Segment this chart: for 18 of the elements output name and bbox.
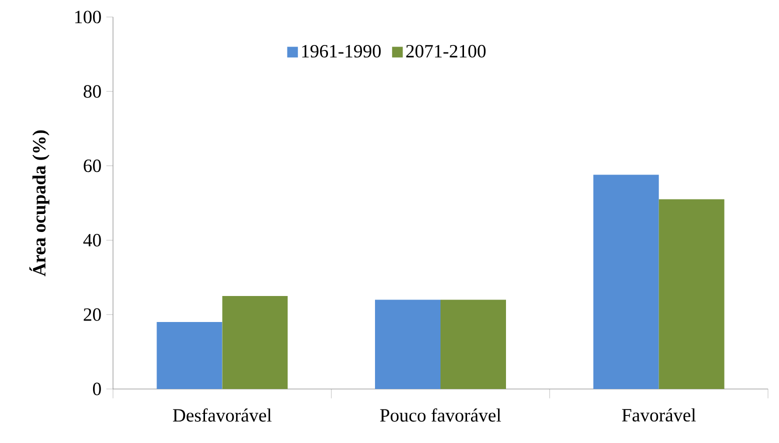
y-tick-label: 60 [84,159,101,172]
y-tick-label: 80 [84,85,101,98]
bar [440,300,506,389]
bar [222,296,288,389]
y-axis-title: Área ocupada (%) [29,130,50,276]
bar [593,174,659,389]
y-tick-label: 20 [84,308,101,321]
x-tick-label: Desfavorável [172,408,272,422]
bar [658,199,724,389]
x-tick-label: Favorável [622,408,696,422]
x-tick-label: Pouco favorável [380,408,502,422]
y-tick-label: 100 [75,10,101,24]
y-tick-label: 0 [93,382,101,396]
bar [375,300,440,389]
bar [156,322,222,389]
legend-label: 1961-1990 [302,44,381,58]
legend-label: 2071-2100 [406,44,486,58]
y-tick-label: 40 [83,234,101,246]
